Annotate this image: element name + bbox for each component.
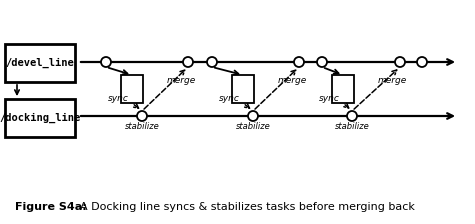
Text: sync: sync: [319, 94, 340, 103]
Circle shape: [317, 57, 327, 67]
Text: Figure S4a:: Figure S4a:: [15, 202, 87, 212]
Text: stabilize: stabilize: [124, 122, 160, 131]
Circle shape: [207, 57, 217, 67]
Text: sync: sync: [219, 94, 240, 103]
Text: merge: merge: [167, 76, 196, 85]
Circle shape: [395, 57, 405, 67]
Text: stabilize: stabilize: [334, 122, 370, 131]
Circle shape: [347, 111, 357, 121]
Circle shape: [183, 57, 193, 67]
Text: stabilize: stabilize: [236, 122, 270, 131]
Circle shape: [137, 111, 147, 121]
Text: A Docking line syncs & stabilizes tasks before merging back: A Docking line syncs & stabilizes tasks …: [73, 202, 415, 212]
Bar: [121, 75, 143, 103]
Bar: [232, 75, 254, 103]
Text: merge: merge: [378, 76, 407, 85]
Circle shape: [417, 57, 427, 67]
Circle shape: [101, 57, 111, 67]
Text: /docking_line: /docking_line: [0, 113, 81, 123]
Text: /devel_line: /devel_line: [6, 58, 75, 68]
Text: sync: sync: [108, 94, 129, 103]
Bar: [332, 75, 354, 103]
Bar: [5, 99, 75, 137]
Circle shape: [248, 111, 258, 121]
Circle shape: [294, 57, 304, 67]
Text: merge: merge: [278, 76, 307, 85]
Bar: [5, 44, 75, 82]
